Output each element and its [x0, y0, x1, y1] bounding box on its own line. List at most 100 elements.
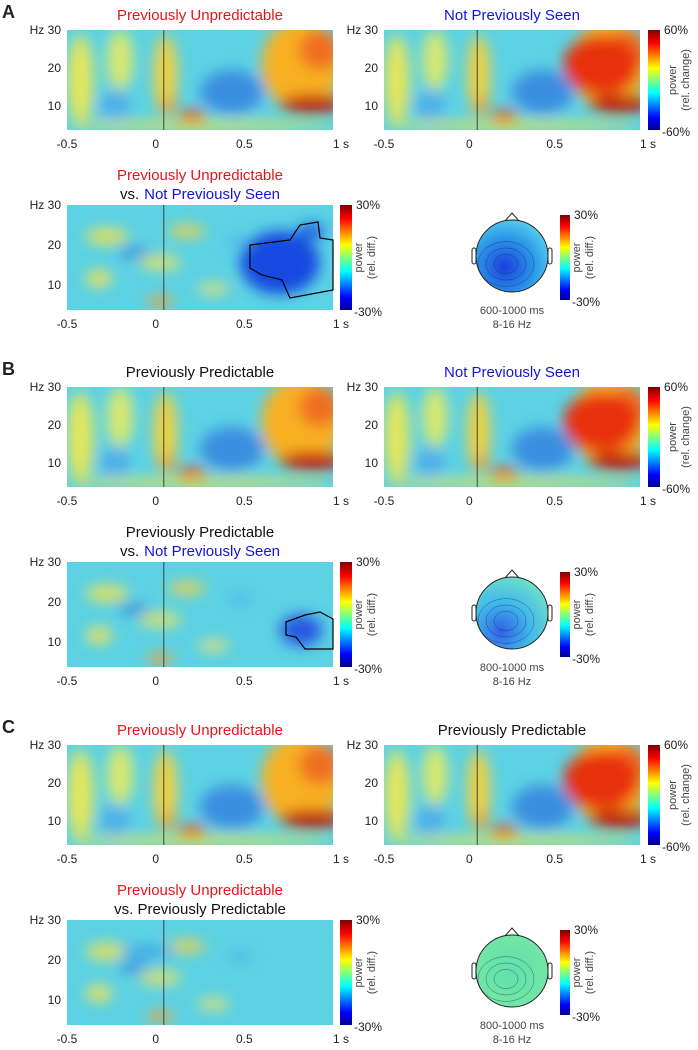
blob — [160, 454, 177, 470]
colorbar-max: 30% — [356, 198, 380, 212]
colorbar-label: power — [353, 599, 365, 629]
blob — [146, 653, 174, 664]
colorbar — [340, 920, 352, 1025]
y-tick-label: 20 — [365, 418, 379, 432]
colorbar-label: (rel. diff.) — [584, 593, 596, 636]
blob — [85, 585, 129, 602]
blob — [106, 387, 134, 447]
blob — [298, 222, 326, 240]
colorbar-label: (rel. diff.) — [366, 236, 378, 279]
panel-letter: B — [2, 359, 15, 379]
colorbar-max: 60% — [664, 738, 688, 752]
blob — [588, 810, 640, 828]
colorbar-min: -30% — [354, 305, 382, 319]
colorbar-label: power — [353, 242, 365, 272]
colorbar-label: (rel. change) — [680, 406, 692, 468]
blob — [67, 392, 94, 482]
topo-window: 800-1000 ms — [480, 662, 545, 674]
significance-contour — [249, 221, 334, 299]
colorbar-min: -30% — [572, 295, 600, 309]
colorbar-label: power — [667, 65, 679, 95]
plot-title: vs. Previously Predictable — [114, 901, 286, 918]
heatmap — [67, 920, 333, 1025]
blob — [160, 812, 177, 828]
blob — [197, 998, 230, 1010]
blob — [384, 750, 410, 840]
blob — [384, 35, 410, 125]
topo-contour — [493, 611, 519, 631]
topo-contour — [493, 254, 519, 274]
x-tick-label: -0.5 — [374, 494, 395, 508]
blob — [197, 640, 230, 652]
blob — [473, 812, 489, 828]
blob — [563, 392, 640, 452]
blob — [138, 970, 182, 986]
y-tick-label: 20 — [48, 238, 62, 252]
topo-contour — [485, 604, 527, 638]
heatmap — [67, 30, 333, 130]
plot-title: Previously Unpredictable — [117, 722, 283, 739]
topo-contour — [477, 956, 535, 1002]
topo-head — [475, 934, 549, 1008]
x-tick-label: -0.5 — [57, 1032, 78, 1046]
blob — [298, 30, 333, 70]
y-tick-label: 20 — [48, 61, 62, 75]
colorbar — [560, 572, 570, 657]
title-part: vs. — [120, 186, 139, 203]
colorbar-min: -60% — [662, 482, 690, 496]
topo-window: 600-1000 ms — [480, 305, 545, 317]
colorbar-label: power — [571, 957, 583, 987]
blob — [298, 745, 333, 785]
blob — [563, 750, 640, 810]
title-part: vs. Previously Predictable — [114, 901, 286, 918]
x-tick-label: 0 — [152, 1032, 159, 1046]
x-tick-label: 0 — [466, 137, 473, 151]
x-tick-label: 0 — [466, 852, 473, 866]
significance-contour — [285, 611, 334, 650]
x-tick-label: -0.5 — [57, 317, 78, 331]
x-tick-label: 1 s — [333, 317, 349, 331]
colorbar-label: power — [667, 422, 679, 452]
blob — [85, 943, 129, 960]
blob — [117, 602, 150, 616]
y-tick-label: Hz 30 — [30, 555, 62, 569]
y-tick-label: 10 — [365, 99, 379, 113]
y-tick-label: 20 — [48, 595, 62, 609]
title-part: Previously Predictable — [126, 524, 274, 541]
y-tick-label: 10 — [365, 456, 379, 470]
topo-ear — [547, 604, 553, 622]
y-tick-label: Hz 30 — [347, 738, 379, 752]
topo-contour — [477, 241, 535, 287]
blob — [384, 392, 410, 482]
blob — [67, 478, 333, 487]
blob — [67, 35, 94, 125]
topo-contour — [485, 247, 527, 281]
blob — [511, 70, 574, 114]
x-tick-label: 0.5 — [236, 137, 253, 151]
colorbar-max: 60% — [664, 23, 688, 37]
blob — [384, 121, 640, 130]
y-tick-label: Hz 30 — [30, 913, 62, 927]
colorbar-max: 30% — [574, 565, 598, 579]
y-tick-label: Hz 30 — [347, 380, 379, 394]
topo-band: 8-16 Hz — [493, 676, 532, 688]
blob — [106, 745, 134, 805]
colorbar — [560, 930, 570, 1015]
heatmap-blobs — [85, 939, 254, 1022]
blob — [226, 236, 254, 247]
x-tick-label: -0.5 — [57, 137, 78, 151]
blob — [168, 224, 206, 238]
blob — [414, 805, 446, 835]
panel: A Previously Unpredictable Not Previously … — [2, 2, 692, 331]
x-tick-label: -0.5 — [57, 674, 78, 688]
colorbar-min: -30% — [572, 652, 600, 666]
topo-ear — [471, 247, 477, 265]
blob — [120, 945, 174, 958]
blob — [422, 30, 449, 90]
y-tick-label: 20 — [48, 776, 62, 790]
heatmap-blobs — [67, 387, 333, 487]
x-tick-label: -0.5 — [374, 852, 395, 866]
heatmap-bg — [67, 562, 333, 667]
heatmap — [384, 745, 640, 845]
